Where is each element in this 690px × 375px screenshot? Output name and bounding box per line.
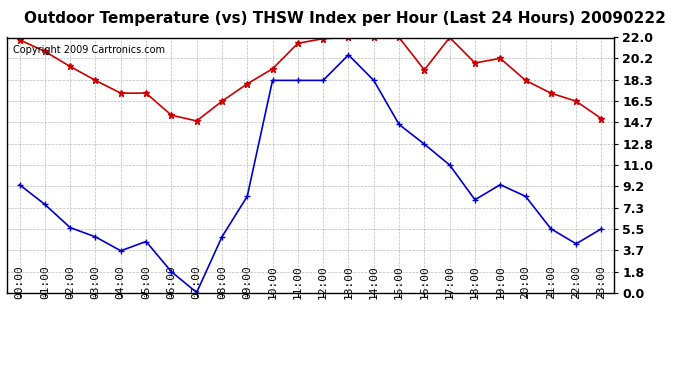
Text: Outdoor Temperature (vs) THSW Index per Hour (Last 24 Hours) 20090222: Outdoor Temperature (vs) THSW Index per …: [24, 11, 666, 26]
Text: Copyright 2009 Cartronics.com: Copyright 2009 Cartronics.com: [13, 45, 165, 55]
